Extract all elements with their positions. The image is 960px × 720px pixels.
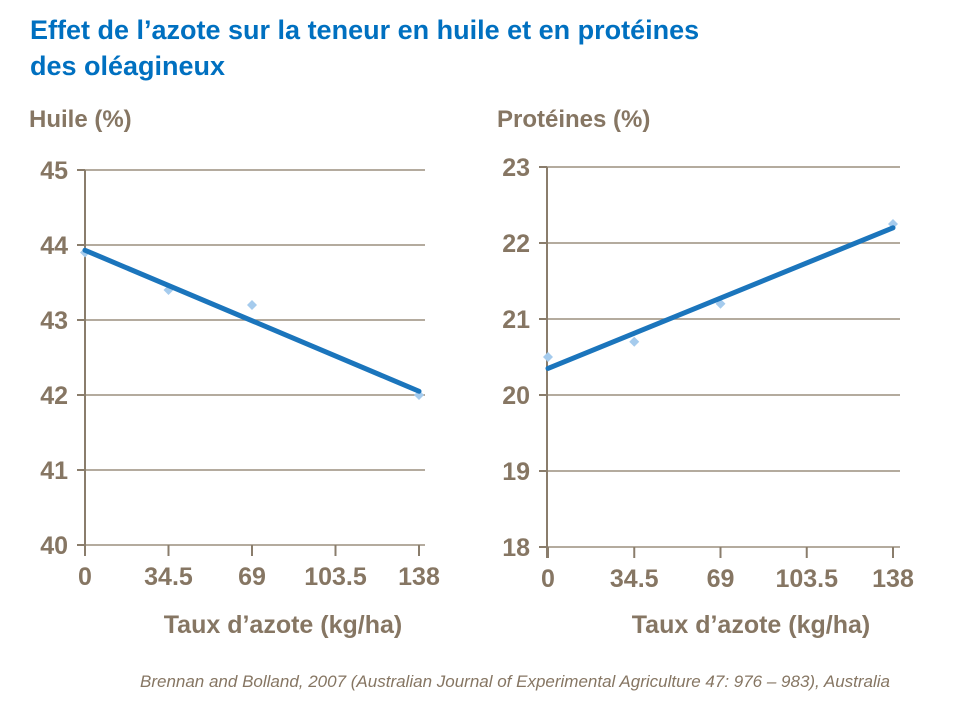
y-tick-label: 18 [502,534,530,562]
huile-plot: 45 44 43 42 41 40 0 34.5 69 103.5 138 [40,157,440,591]
data-point-diamond [543,352,553,362]
y-tick-label: 44 [40,232,68,260]
y-tick-label: 22 [502,230,530,258]
xaxis-label-huile: Taux d’azote (kg/ha) [163,611,403,639]
y-tick-label: 41 [40,457,68,485]
data-point-diamond [247,300,257,310]
page-title: Effet de l’azote sur la teneur en huile … [30,12,699,84]
data-point-diamond [629,336,640,347]
y-tick-label: 43 [40,307,68,335]
proteines-gridlines [539,166,900,548]
y-tick-label: 23 [502,154,530,182]
xaxis-label-proteines: Taux d’azote (kg/ha) [631,611,871,639]
proteines-ytick-labels: 23 22 21 20 19 18 [502,154,530,562]
proteines-xtick-labels: 0 34.5 69 103.5 138 [541,547,914,593]
x-tick-label: 0 [78,563,92,591]
x-tick-label: 69 [707,565,735,593]
chart-title-proteines: Protéines (%) [497,106,651,133]
y-tick-label: 40 [40,532,68,560]
x-tick-label: 0 [541,565,555,593]
x-tick-label: 138 [398,563,440,591]
source-citation: Brennan and Bolland, 2007 (Australian Jo… [139,672,891,691]
y-tick-label: 21 [502,306,530,334]
y-tick-label: 42 [40,382,68,410]
huile-trendline [82,247,422,394]
y-tick-label: 45 [40,157,68,185]
x-tick-label: 103.5 [304,563,367,591]
chart-title-huile: Huile (%) [29,106,132,133]
x-tick-label: 103.5 [775,565,838,593]
proteines-plot: 23 22 21 20 19 18 0 34.5 69 103.5 138 [502,154,914,593]
huile-xtick-labels: 0 34.5 69 103.5 138 [78,545,440,591]
proteines-data-points [543,219,898,362]
huile-ytick-labels: 45 44 43 42 41 40 [40,157,68,560]
proteines-trendline [545,225,896,371]
x-tick-label: 69 [238,563,266,591]
huile-gridlines [77,169,425,546]
x-tick-label: 34.5 [144,563,193,591]
x-tick-label: 34.5 [610,565,659,593]
page-title-line2: des oléagineux [30,51,226,81]
y-tick-label: 20 [502,382,530,410]
page-title-line1: Effet de l’azote sur la teneur en huile … [30,15,700,45]
y-tick-label: 19 [502,458,530,486]
x-tick-label: 138 [872,565,914,593]
